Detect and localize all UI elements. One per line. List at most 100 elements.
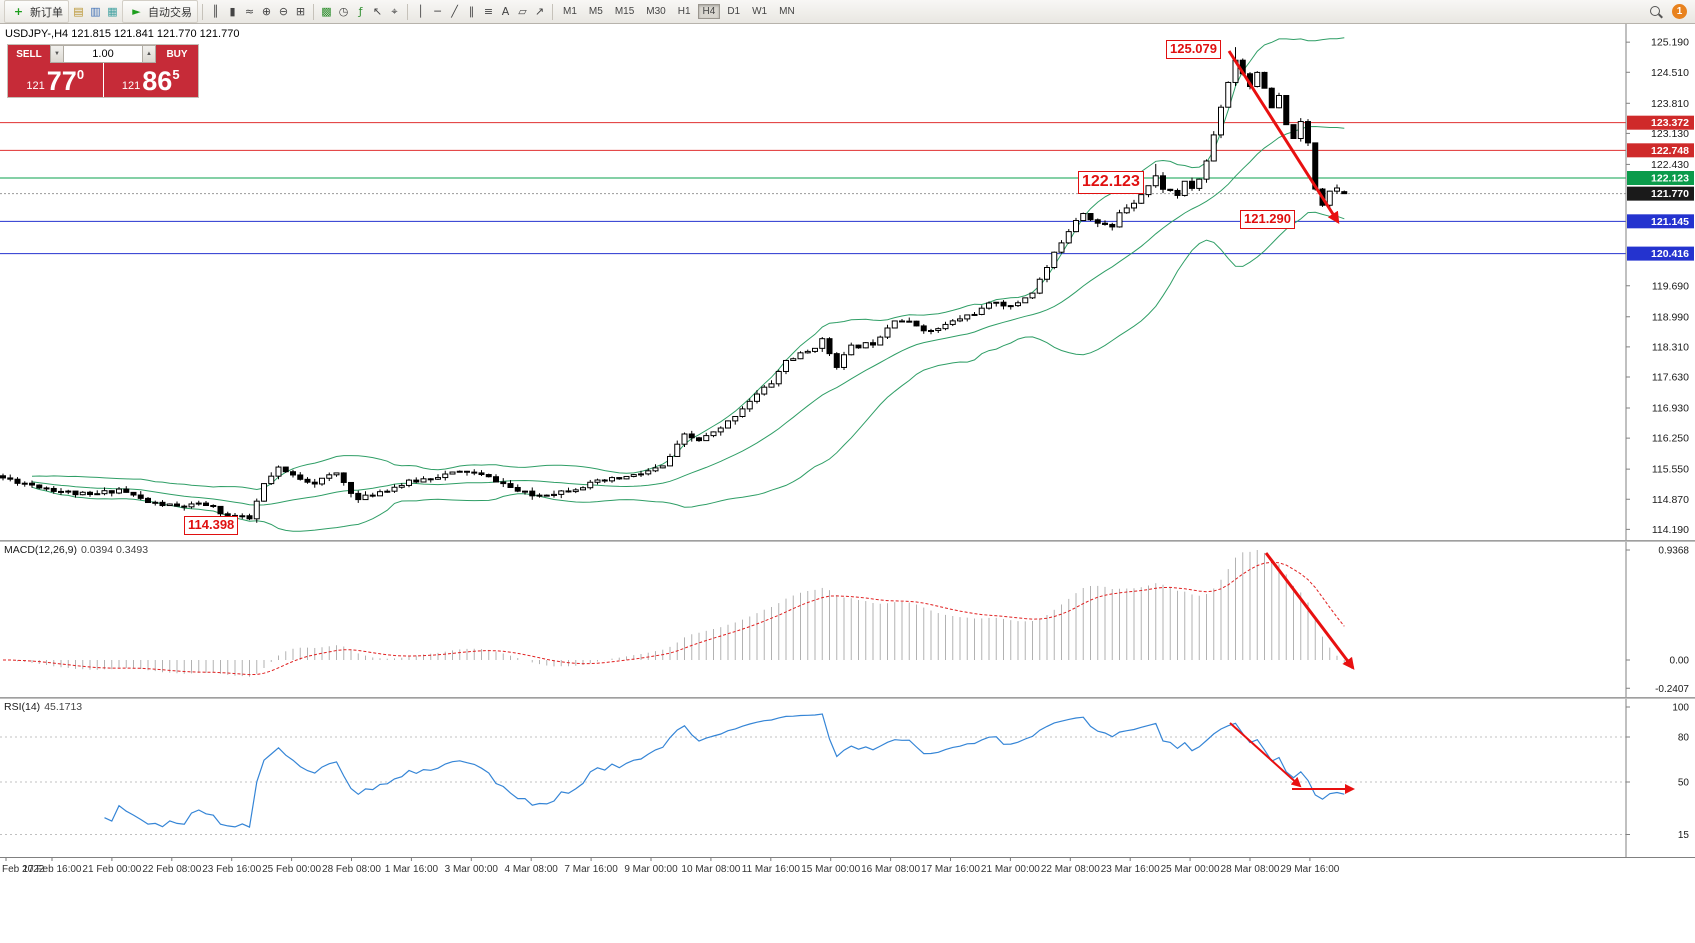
bid-pip: 0 bbox=[76, 67, 85, 82]
notification-badge[interactable]: 1 bbox=[1672, 4, 1687, 19]
periods-icon[interactable]: ◷ bbox=[338, 5, 349, 18]
svg-text:121.145: 121.145 bbox=[1651, 216, 1689, 228]
timeframe-h1[interactable]: H1 bbox=[677, 6, 691, 17]
macd-panel: 0.9368 0.00 -0.2407 MACD(12,26,9) 0.0394 0.… bbox=[0, 542, 1695, 697]
buy-button[interactable]: BUY bbox=[156, 45, 198, 63]
svg-text:117.630: 117.630 bbox=[1652, 372, 1689, 384]
fibonacci-icon[interactable]: ≡ bbox=[483, 5, 494, 18]
svg-text:122.748: 122.748 bbox=[1651, 145, 1689, 157]
trendline-icon[interactable]: ╱ bbox=[451, 5, 458, 18]
market-watch-icon[interactable]: ▥ bbox=[90, 5, 101, 18]
lot-increase-button[interactable]: ▲ bbox=[142, 45, 156, 63]
bid-prefix: 121 bbox=[26, 80, 45, 92]
svg-text:119.690: 119.690 bbox=[1652, 280, 1689, 292]
navigator-icon[interactable]: ▦ bbox=[107, 5, 118, 18]
zoom-in-icon[interactable]: ⊕ bbox=[261, 5, 272, 18]
auto-trading-label: 自动交易 bbox=[148, 6, 192, 19]
svg-text:118.310: 118.310 bbox=[1652, 341, 1689, 353]
svg-text:23 Feb 16:00: 23 Feb 16:00 bbox=[202, 864, 261, 875]
profiles-icon[interactable]: ▤ bbox=[73, 5, 84, 18]
toolbar-separator bbox=[407, 3, 408, 20]
lot-decrease-button[interactable]: ▼ bbox=[50, 45, 64, 63]
timeframe-m30[interactable]: M30 bbox=[646, 6, 666, 17]
timeframe-mn[interactable]: MN bbox=[779, 6, 795, 17]
cursor-icon[interactable]: ↖ bbox=[372, 5, 383, 18]
timeframe-m15[interactable]: M15 bbox=[614, 6, 635, 17]
svg-text:22 Mar 08:00: 22 Mar 08:00 bbox=[1041, 864, 1100, 875]
lot-size-input[interactable] bbox=[64, 45, 142, 63]
vline-icon[interactable]: │ bbox=[417, 5, 424, 18]
candlestick-chart-icon[interactable]: ▮ bbox=[229, 5, 236, 18]
new-order-button[interactable]: + 新订单 bbox=[4, 0, 69, 23]
macd-chart[interactable]: 0.9368 0.00 -0.2407 bbox=[0, 542, 1695, 697]
sell-price-button[interactable]: 121 77 0 bbox=[8, 63, 103, 97]
svg-text:9 Mar 00:00: 9 Mar 00:00 bbox=[624, 864, 678, 875]
timeframe-d1[interactable]: D1 bbox=[727, 6, 741, 17]
zoom-out-icon[interactable]: ⊖ bbox=[278, 5, 289, 18]
timeframe-m1[interactable]: M1 bbox=[563, 6, 577, 17]
shapes-icon[interactable]: ▱ bbox=[518, 5, 527, 18]
line-chart-icon[interactable]: ≈ bbox=[244, 5, 255, 18]
price-chart[interactable]: 125.190 124.510 123.810 123.130 122.430 119.6… bbox=[0, 24, 1695, 540]
symbol-info: USDJPY-,H4 121.815 121.841 121.770 121.7… bbox=[5, 28, 240, 40]
svg-text:16 Mar 08:00: 16 Mar 08:00 bbox=[861, 864, 920, 875]
ask-digits: 86 bbox=[142, 66, 173, 97]
buy-price-button[interactable]: 121 86 5 bbox=[103, 63, 198, 97]
sell-button[interactable]: SELL bbox=[8, 45, 50, 63]
text-icon[interactable]: A bbox=[501, 5, 510, 18]
low-price-label[interactable]: 114.398 bbox=[184, 516, 239, 535]
panel-divider[interactable] bbox=[0, 540, 1695, 542]
main-toolbar: + 新订单 ▤ ▥ ▦ ► 自动交易 ║ ▮ ≈ ⊕ ⊖ ⊞ ▩ ◷ ƒ ↖ ⌖ │ ─ ╱ ∥ ≡ A ▱ ↗ M… bbox=[0, 0, 1695, 24]
svg-text:122.123: 122.123 bbox=[1651, 173, 1689, 185]
svg-text:17 Feb 16:00: 17 Feb 16:00 bbox=[23, 864, 82, 875]
toolbar-separator bbox=[313, 3, 314, 20]
timeframe-w1[interactable]: W1 bbox=[752, 6, 768, 17]
svg-text:0.00: 0.00 bbox=[1670, 656, 1690, 667]
svg-text:15 Mar 00:00: 15 Mar 00:00 bbox=[801, 864, 860, 875]
timeframe-h4[interactable]: H4 bbox=[697, 4, 721, 19]
level-price-label[interactable]: 122.123 bbox=[1078, 171, 1144, 194]
toolbar-left-icons: ▤ ▥ ▦ bbox=[70, 3, 121, 20]
indicators-icon[interactable]: ƒ bbox=[358, 5, 363, 18]
svg-text:1 Mar 16:00: 1 Mar 16:00 bbox=[385, 864, 439, 875]
toolbar-chart-icons: ║ ▮ ≈ ⊕ ⊖ ⊞ bbox=[207, 3, 309, 20]
channel-icon[interactable]: ∥ bbox=[468, 5, 475, 18]
svg-text:118.990: 118.990 bbox=[1652, 311, 1689, 323]
rsi-chart[interactable]: 100 80 50 15 bbox=[0, 699, 1695, 857]
svg-text:115.550: 115.550 bbox=[1652, 464, 1689, 476]
svg-text:10 Mar 08:00: 10 Mar 08:00 bbox=[681, 864, 740, 875]
bar-chart-icon[interactable]: ║ bbox=[212, 5, 219, 18]
time-axis[interactable]: Feb 2022 17 Feb 16:00 21 Feb 00:00 22 Feb 0… bbox=[0, 857, 1695, 878]
toolbar-separator bbox=[202, 3, 203, 20]
timeframe-m5[interactable]: M5 bbox=[588, 6, 603, 17]
svg-text:4 Mar 08:00: 4 Mar 08:00 bbox=[505, 864, 559, 875]
auto-trading-button[interactable]: ► 自动交易 bbox=[122, 0, 198, 23]
svg-text:121.770: 121.770 bbox=[1651, 188, 1689, 200]
svg-text:3 Mar 00:00: 3 Mar 00:00 bbox=[445, 864, 499, 875]
svg-text:114.870: 114.870 bbox=[1652, 494, 1689, 506]
panel-divider[interactable] bbox=[0, 697, 1695, 699]
arrow-tools-icon[interactable]: ↗ bbox=[534, 5, 545, 18]
one-click-trading-widget: SELL ▼ ▲ BUY 121 77 0 121 86 5 bbox=[8, 45, 198, 97]
svg-text:122.430: 122.430 bbox=[1651, 159, 1689, 171]
svg-text:123.372: 123.372 bbox=[1651, 117, 1689, 129]
search-icon[interactable] bbox=[1649, 5, 1663, 19]
crosshair-icon[interactable]: ⌖ bbox=[391, 4, 398, 18]
new-chart-icon[interactable]: ▩ bbox=[321, 5, 332, 18]
svg-text:7 Mar 16:00: 7 Mar 16:00 bbox=[564, 864, 618, 875]
peak-price-label[interactable]: 125.079 bbox=[1166, 40, 1221, 59]
tile-windows-icon[interactable]: ⊞ bbox=[295, 5, 306, 18]
svg-text:0.9368: 0.9368 bbox=[1658, 546, 1689, 557]
svg-text:-0.2407: -0.2407 bbox=[1655, 684, 1689, 695]
toolbar-draw-icons: │ ─ ╱ ∥ ≡ A ▱ ↗ bbox=[412, 3, 548, 20]
bottom-margin bbox=[0, 878, 1695, 942]
svg-text:123.130: 123.130 bbox=[1651, 128, 1689, 140]
svg-text:100: 100 bbox=[1672, 703, 1689, 714]
support-price-label[interactable]: 121.290 bbox=[1240, 210, 1295, 229]
svg-text:25 Feb 00:00: 25 Feb 00:00 bbox=[262, 864, 321, 875]
toolbar-separator bbox=[552, 3, 553, 20]
bid-digits: 77 bbox=[46, 66, 77, 97]
svg-text:125.190: 125.190 bbox=[1651, 37, 1689, 49]
hline-icon[interactable]: ─ bbox=[434, 5, 441, 18]
